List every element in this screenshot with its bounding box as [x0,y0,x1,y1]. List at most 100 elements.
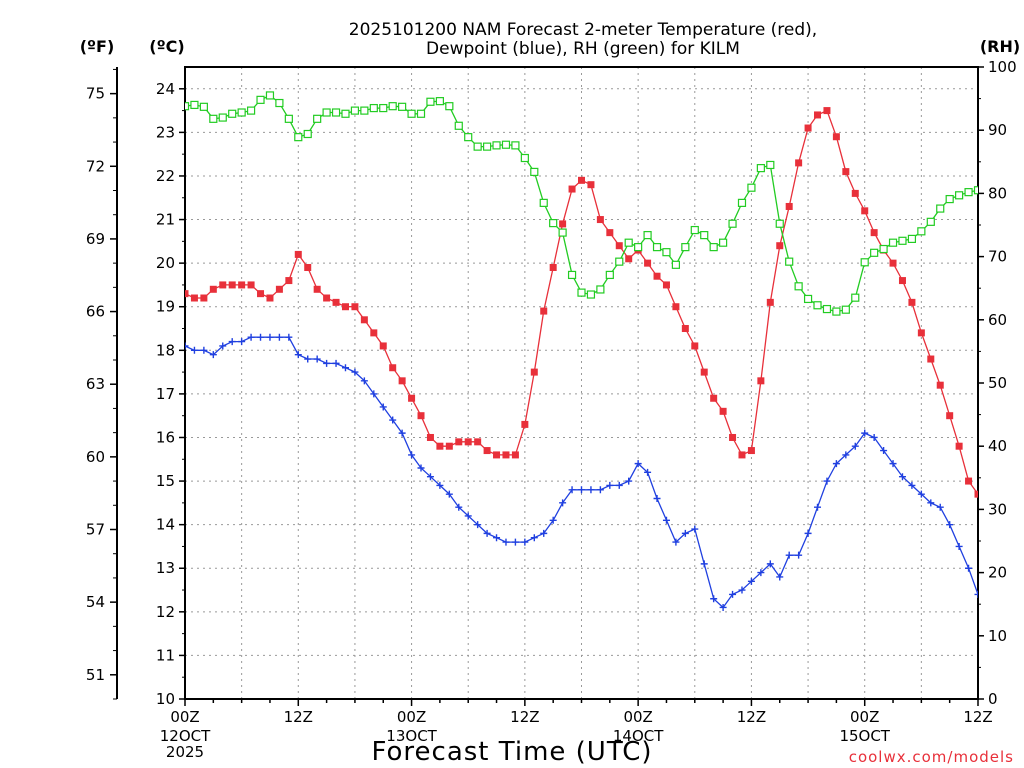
dewpoint-point [238,338,246,346]
temperature-point [247,281,255,289]
x-tick-label-time: 00Z [623,708,652,726]
celsius-tick-label: 16 [156,428,175,446]
x-tick-label-time: 00Z [170,708,199,726]
rh-point [379,103,388,113]
dewpoint-point [464,512,472,520]
temperature-point [776,242,784,250]
rh-point [265,91,275,100]
dewpoint-point [946,521,954,529]
temperature-point [379,342,387,350]
fahrenheit-tick-label: 57 [86,520,105,538]
temperature-point [304,263,312,271]
dewpoint-point [729,590,737,598]
temperature-point [974,490,978,498]
rh-point [851,293,860,302]
rh-point [256,95,265,104]
rh-point [445,102,454,111]
dewpoint-point [219,342,227,350]
rh-point [511,141,520,150]
temperature-point [596,216,604,224]
dewpoint-point [257,333,265,341]
dewpoint-point [700,560,708,568]
rh-tick-label: 80 [988,184,1007,202]
temperature-point [370,329,378,337]
rh-point [322,108,331,117]
temperature-point [360,316,368,324]
dewpoint-point [351,368,359,376]
temperature-point [625,255,633,263]
dewpoint-point [285,333,293,341]
temperature-point [681,325,689,333]
temperature-point [662,281,670,289]
temperature-point [540,307,548,315]
temperature-point [917,329,925,337]
dewpoint-point [738,586,746,594]
temperature-point [832,133,840,141]
dewpoint-point [426,473,434,481]
rh-point [237,108,246,117]
dewpoint-point [341,364,349,372]
dewpoint-point [379,403,387,411]
dewpoint-point [304,355,312,363]
rh-point [756,164,765,173]
rh-point [482,142,492,151]
rh-point [643,231,652,240]
temperature-point [889,259,897,267]
rh-series [185,91,978,316]
x-tick-label-time: 00Z [850,708,879,726]
temperature-point [606,229,614,237]
dewpoint-point [185,342,189,350]
temperature-point [644,259,652,267]
temperature-point [238,281,246,289]
temperature-point [851,189,859,197]
celsius-tick-label: 22 [156,167,175,185]
temperature-point [294,250,302,258]
temperature-point [313,285,321,293]
celsius-tick-label: 18 [156,341,175,359]
dewpoint-point [832,460,840,468]
rh-point [464,133,473,142]
temperature-point [417,412,425,420]
rh-point [294,133,303,142]
temperature-point [965,477,973,485]
rh-tick-label: 90 [988,121,1007,139]
dewpoint-point [530,534,538,542]
rh-point [945,194,954,204]
temperature-point [757,377,765,385]
temperature-point [568,185,576,193]
chart-axes [116,66,979,700]
temperature-point [389,364,397,372]
rh-point [879,244,888,254]
celsius-tick-label: 21 [156,211,175,229]
temperature-point [455,438,463,446]
dewpoint-point [898,473,906,481]
chart-title-line-1: 2025101200 NAM Forecast 2-meter Temperat… [349,20,817,40]
dewpoint-point [776,573,784,581]
rh-point [624,238,633,247]
rh-point [398,102,407,111]
rh-point [539,198,548,207]
dewpoint-point [955,542,963,550]
rh-point [558,228,567,237]
rh-point [973,186,978,195]
x-tick-label-time: 12Z [963,708,992,726]
rh-point [634,243,643,252]
rh-point [615,257,624,266]
fahrenheit-axis-ticks: 51 54 57 60 63 66 69 72 75 [86,68,117,700]
dewpoint-point [785,551,793,559]
temperature-point [861,207,869,215]
rh-tick-label: 50 [988,374,1007,392]
dewpoint-point [917,490,925,498]
dewpoint-point [408,451,416,459]
temperature-point [559,220,567,228]
rh-point [416,109,426,118]
rh-point [360,106,369,115]
celsius-tick-label: 23 [156,123,175,141]
dewpoint-series [185,333,978,611]
rh-point [870,248,879,257]
dewpoint-point [559,499,567,507]
fahrenheit-tick-label: 66 [86,303,105,321]
dewpoint-point [672,538,680,546]
rh-point [917,227,926,236]
fahrenheit-tick-label: 60 [86,448,105,466]
